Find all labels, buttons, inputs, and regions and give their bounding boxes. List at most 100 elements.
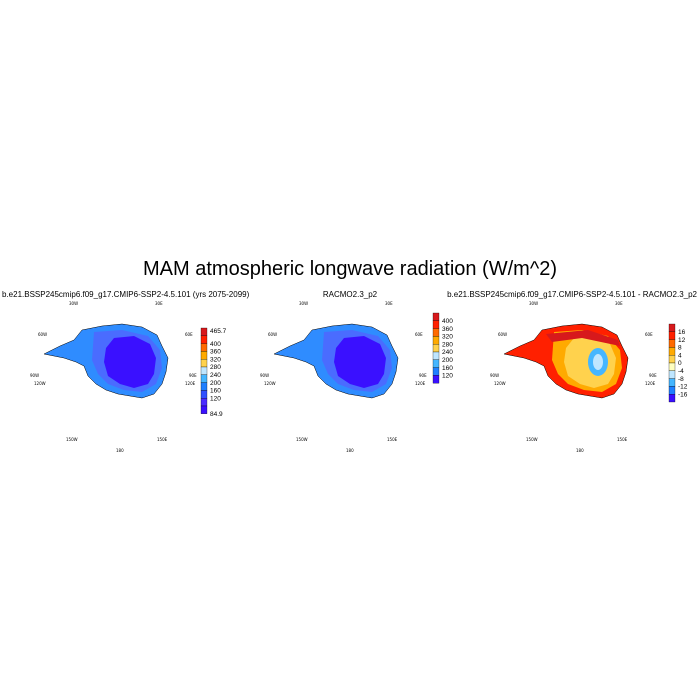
- colorbar-box: [432, 328, 440, 337]
- panel-3-map: 30W 30E 60W 60E 90W 90E 120W 120E 150W 1…: [490, 301, 688, 453]
- colorbar-label: 160: [210, 388, 221, 395]
- colorbar-label: 465.7: [210, 328, 227, 335]
- lon-label-120e: 120E: [415, 381, 426, 386]
- lon-label-150w: 150W: [526, 437, 538, 442]
- colorbar-label: 12: [678, 337, 686, 344]
- colorbar-label: 240: [442, 349, 453, 356]
- lon-label-90e: 90E: [419, 373, 427, 378]
- colorbar-label: 160: [442, 365, 453, 372]
- antarctica-field: [503, 323, 629, 399]
- colorbar-box: [432, 359, 440, 368]
- peninsula-high-value: [54, 330, 60, 340]
- colorbar-box: [200, 374, 208, 383]
- colorbar-label: 8: [678, 345, 682, 352]
- lon-label-180: 180: [576, 448, 584, 453]
- colorbar-box: [432, 320, 440, 329]
- panel-2-title: RACMO2.3_p2: [322, 290, 378, 299]
- colorbar-box: [200, 327, 208, 336]
- colorbar-box: [200, 359, 208, 368]
- colorbar-label: 84.9: [210, 411, 223, 418]
- colorbar-label: -4: [678, 368, 684, 375]
- colorbar-label: 200: [442, 357, 453, 364]
- colorbar-box: [200, 366, 208, 375]
- lon-label-120w: 120W: [34, 381, 46, 386]
- colorbar-box: [432, 367, 440, 376]
- colorbar-label: 280: [442, 341, 453, 348]
- lon-label-30w: 30W: [69, 301, 78, 306]
- colorbar-box: [200, 398, 208, 407]
- colorbar-box: [432, 375, 440, 384]
- lon-label-120w: 120W: [264, 381, 276, 386]
- lon-label-180: 180: [116, 448, 124, 453]
- colorbar-box: [200, 343, 208, 352]
- lon-label-120e: 120E: [185, 381, 196, 386]
- colorbar-label: -12: [678, 384, 688, 391]
- colorbar-box: [432, 312, 440, 321]
- colorbar-label: 360: [210, 349, 221, 356]
- lon-label-120e: 120E: [645, 381, 656, 386]
- colorbar-box: [200, 335, 208, 344]
- colorbar-box: [432, 336, 440, 345]
- longitude-labels: 30W 30E 60W 60E 90W 90E 120W 120E 150W 1…: [490, 301, 657, 453]
- lon-label-90w: 90W: [490, 373, 499, 378]
- lon-label-60e: 60E: [645, 332, 653, 337]
- panel-1-map: 30W 30E 60W 60E 90W 90E 120W 120E 150W 1…: [30, 301, 227, 453]
- colorbar-label: 240: [210, 372, 221, 379]
- colorbar-box: [200, 351, 208, 360]
- colorbar-label: 120: [210, 395, 221, 402]
- lon-label-30e: 30E: [615, 301, 623, 306]
- colorbar-label: -8: [678, 376, 684, 383]
- lon-label-150e: 150E: [617, 437, 628, 442]
- colorbar-label: 400: [210, 341, 221, 348]
- lon-label-30e: 30E: [155, 301, 163, 306]
- colorbar-label: 200: [210, 380, 221, 387]
- lon-label-30w: 30W: [299, 301, 308, 306]
- lon-label-90e: 90E: [649, 373, 657, 378]
- panel-3-title: b.e21.BSSP245cmip6.f09_g17.CMIP6-SSP2-4.…: [447, 290, 697, 299]
- colorbar-box: [668, 386, 676, 395]
- lon-label-90e: 90E: [189, 373, 197, 378]
- colorbar-box: [200, 382, 208, 391]
- colorbar-box: [668, 378, 676, 387]
- colorbar-box: [668, 362, 676, 371]
- colorbar-box: [200, 405, 208, 414]
- lon-label-150w: 150W: [66, 437, 78, 442]
- lon-label-90w: 90W: [30, 373, 39, 378]
- lon-label-150e: 150E: [157, 437, 168, 442]
- panel-1-title: b.e21.BSSP245cmip6.f09_g17.CMIP6-SSP2-4.…: [2, 290, 250, 299]
- colorbar-label: 280: [210, 364, 221, 371]
- colorbar-label: 400: [442, 318, 453, 325]
- colorbar-label: -16: [678, 391, 688, 398]
- antarctica-field: [43, 323, 169, 399]
- lon-label-90w: 90W: [260, 373, 269, 378]
- colorbar-box: [668, 323, 676, 332]
- lon-label-60e: 60E: [185, 332, 193, 337]
- lon-label-30e: 30E: [385, 301, 393, 306]
- antarctica-field: [273, 323, 399, 399]
- colorbar-label: 16: [678, 329, 686, 336]
- lon-label-30w: 30W: [529, 301, 538, 306]
- colorbar-box: [668, 347, 676, 356]
- colorbar-label: 0: [678, 360, 682, 367]
- colorbar-label: 320: [210, 356, 221, 363]
- lon-label-60w: 60W: [498, 332, 507, 337]
- lon-label-180: 180: [346, 448, 354, 453]
- panel-2-map: 30W 30E 60W 60E 90W 90E 120W 120E 150W 1…: [260, 301, 453, 453]
- lon-label-120w: 120W: [494, 381, 506, 386]
- colorbar-box: [432, 351, 440, 360]
- colorbar-box: [200, 390, 208, 399]
- colorbar-box: [432, 344, 440, 353]
- colorbar-box: [668, 355, 676, 364]
- colorbar-label: 4: [678, 352, 682, 359]
- lon-label-60e: 60E: [415, 332, 423, 337]
- colorbar-box: [668, 339, 676, 348]
- longitude-labels: 30W 30E 60W 60E 90W 90E 120W 120E 150W 1…: [260, 301, 427, 453]
- colorbar-label: 320: [442, 334, 453, 341]
- longitude-labels: 30W 30E 60W 60E 90W 90E 120W 120E 150W 1…: [30, 301, 197, 453]
- lon-label-60w: 60W: [38, 332, 47, 337]
- lon-label-60w: 60W: [268, 332, 277, 337]
